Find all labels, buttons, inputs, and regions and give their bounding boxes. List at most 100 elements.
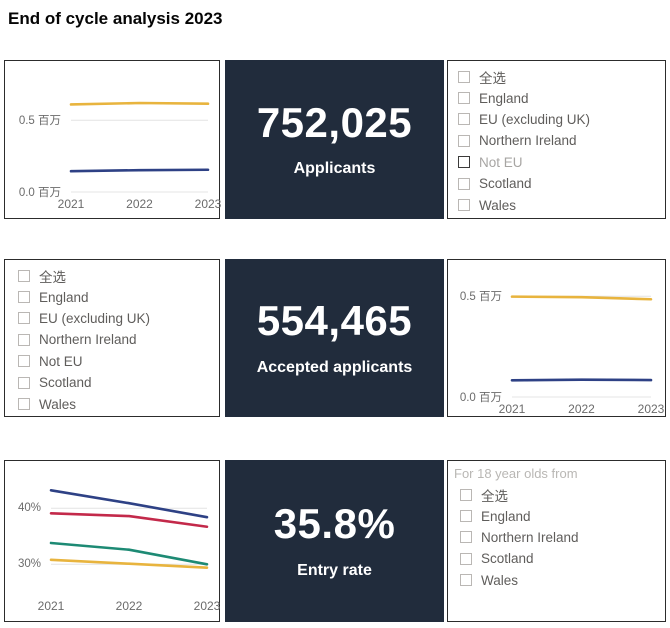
checkbox[interactable] (458, 113, 470, 126)
slicer-item-label: Northern Ireland (481, 529, 579, 545)
slicer-item-label: Wales (479, 197, 517, 213)
accepted-line-chart: 0.5 百万 0.0 百万 2021 2022 2023 (448, 260, 665, 416)
entry-rate-line-chart: 40% 30% 2021 2022 2023 (5, 461, 220, 621)
slicer-item-label: England (479, 90, 529, 106)
kpi-label: Applicants (293, 160, 376, 178)
kpi-value: 752,025 (256, 98, 413, 146)
accepted-chart-panel: 0.5 百万 0.0 百万 2021 2022 2023 (447, 259, 666, 417)
x-axis-tick-label: 2023 (637, 402, 665, 416)
slicer-item-label: Northern Ireland (479, 133, 577, 149)
plot-area: 0.5 百万 0.0 百万 2021 2022 2023 (19, 70, 221, 211)
slicer-item-select-all[interactable]: 全选 (460, 484, 665, 505)
slicer-item-label: Wales (481, 572, 519, 588)
slicer-item-northern-ireland[interactable]: Northern Ireland (458, 130, 665, 151)
slicer-item-not-eu[interactable]: Not EU (18, 351, 219, 372)
data-line (71, 170, 208, 171)
checkbox[interactable] (458, 134, 470, 147)
slicer-item-label: 全选 (481, 488, 508, 504)
slicer-item-select-all[interactable]: 全选 (18, 265, 219, 286)
y-axis-tick-label: 0.0 百万 (18, 187, 61, 199)
line-chart-svg (51, 469, 207, 594)
page-title: End of cycle analysis 2023 (8, 9, 223, 28)
data-line (51, 490, 207, 517)
y-axis-tick-label: 0.0 百万 (459, 392, 502, 404)
slicer-item-scotland[interactable]: Scotland (458, 173, 665, 194)
plot-area: 0.5 百万 0.0 百万 2021 2022 2023 (460, 268, 665, 416)
kpi-value: 554,465 (256, 297, 413, 345)
slicer-item-not-eu[interactable]: Not EU (458, 152, 665, 173)
slicer-item-label: Scotland (479, 176, 532, 192)
kpi-label: Accepted applicants (256, 358, 413, 376)
checkbox[interactable] (18, 376, 30, 389)
slicer-item-label: Northern Ireland (39, 332, 137, 348)
slicer-item-england[interactable]: England (460, 505, 665, 526)
slicer-item-label: EU (excluding UK) (39, 310, 151, 326)
applicants-chart-panel: 0.5 百万 0.0 百万 2021 2022 2023 (4, 60, 221, 219)
y-axis-tick-label: 0.5 百万 (18, 115, 61, 128)
slicer-item-england[interactable]: England (458, 87, 665, 108)
slicer-item-label: Not EU (39, 353, 83, 369)
slicer-item-scotland[interactable]: Scotland (460, 548, 665, 569)
applicants-slicer-panel: 全选 England EU (excluding UK) Northern Irela… (447, 60, 666, 219)
slicer-entry-rate-domicile: For 18 year olds from 全选 England Northern … (448, 461, 665, 591)
checkbox[interactable] (18, 269, 30, 282)
checkbox[interactable] (18, 312, 30, 325)
checkbox[interactable] (460, 531, 472, 544)
checkbox[interactable] (460, 552, 472, 565)
x-axis-tick-label: 2021 (498, 402, 526, 416)
data-line (71, 103, 208, 104)
accepted-slicer-panel: 全选 England EU (excluding UK) Northern Irela… (4, 259, 220, 417)
kpi-card-entry-rate: 35.8% Entry rate (225, 460, 444, 622)
y-axis-tick-label: 40% (17, 502, 41, 515)
slicer-item-wales[interactable]: Wales (460, 570, 665, 591)
kpi-label: Entry rate (297, 561, 372, 579)
x-axis-tick-label: 2021 (57, 197, 85, 211)
checkbox[interactable] (460, 488, 472, 501)
checkbox[interactable] (458, 92, 470, 105)
checkbox[interactable] (460, 574, 472, 587)
x-axis-tick-label: 2022 (115, 599, 143, 613)
slicer-item-wales[interactable]: Wales (18, 393, 219, 414)
slicer-item-label: Scotland (39, 375, 92, 391)
slicer-item-england[interactable]: England (18, 286, 219, 307)
slicer-item-northern-ireland[interactable]: Northern Ireland (18, 329, 219, 350)
checkbox[interactable] (458, 199, 470, 212)
slicer-item-northern-ireland[interactable]: Northern Ireland (460, 527, 665, 548)
kpi-card-accepted-applicants: 554,465 Accepted applicants (225, 259, 444, 417)
data-line (51, 513, 207, 526)
checkbox[interactable] (18, 291, 30, 304)
slicer-item-label: Wales (39, 396, 77, 412)
slicer-item-label: Scotland (481, 551, 534, 567)
line-chart-svg (71, 70, 208, 192)
slicer-header: For 18 year olds from (454, 466, 578, 481)
y-axis-tick-label: 30% (17, 558, 41, 571)
checkbox[interactable] (18, 398, 30, 411)
x-axis-tick-label: 2022 (568, 402, 595, 416)
entry-rate-slicer-panel: For 18 year olds from 全选 England Northern … (447, 460, 666, 622)
slicer-item-label: England (39, 289, 89, 305)
plot-area: 40% 30% 2021 2022 2023 (18, 469, 220, 613)
slicer-item-scotland[interactable]: Scotland (18, 372, 219, 393)
checkbox[interactable] (460, 510, 472, 523)
slicer-item-label: Not EU (479, 154, 523, 170)
slicer-item-wales[interactable]: Wales (458, 194, 665, 215)
x-axis-tick-label: 2022 (126, 197, 153, 211)
slicer-accepted-domicile: 全选 England EU (excluding UK) Northern Irela… (5, 260, 219, 415)
checkbox[interactable] (458, 70, 470, 83)
slicer-item-select-all[interactable]: 全选 (458, 66, 665, 87)
checkbox[interactable] (458, 156, 470, 169)
slicer-item-eu-excluding-uk[interactable]: EU (excluding UK) (458, 109, 665, 130)
checkbox[interactable] (458, 177, 470, 190)
slicer-applicants-domicile: 全选 England EU (excluding UK) Northern Irela… (448, 61, 665, 216)
data-line (51, 560, 207, 568)
slicer-item-label: 全选 (39, 269, 66, 285)
slicer-item-label: England (481, 508, 531, 524)
y-axis-tick-label: 0.5 百万 (459, 291, 502, 304)
data-line (512, 380, 651, 381)
x-axis-tick-label: 2023 (194, 197, 222, 211)
slicer-item-eu-excluding-uk[interactable]: EU (excluding UK) (18, 308, 219, 329)
data-line (51, 543, 207, 564)
checkbox[interactable] (18, 333, 30, 346)
checkbox[interactable] (18, 355, 30, 368)
